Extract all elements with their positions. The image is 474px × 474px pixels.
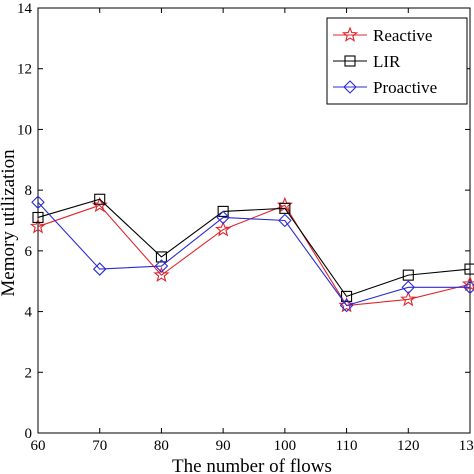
- data-point-lir: [94, 193, 106, 205]
- legend-marker-reactive: [341, 26, 359, 42]
- y-tick-label: 0: [25, 426, 33, 442]
- data-point-reactive: [29, 218, 47, 234]
- x-tick-label: 80: [154, 438, 169, 454]
- legend-marker-lir: [344, 55, 356, 67]
- data-point-lir: [32, 211, 44, 224]
- data-point-reactive: [153, 266, 170, 283]
- legend-label-reactive: Reactive: [373, 26, 432, 45]
- x-tick-label: 60: [31, 438, 46, 454]
- data-point-lir: [341, 290, 353, 302]
- data-point-proactive: [216, 210, 230, 225]
- legend-marker-proactive: [343, 80, 357, 94]
- data-point-reactive: [338, 296, 355, 313]
- data-point-reactive: [215, 221, 232, 237]
- data-point-lir: [217, 205, 229, 217]
- x-tick-label: 100: [274, 438, 297, 454]
- x-tick-label: 130: [459, 438, 474, 454]
- y-tick-label: 6: [25, 244, 33, 260]
- data-point-lir: [402, 269, 414, 281]
- x-tick-label: 110: [336, 438, 358, 454]
- legend-label-proactive: Proactive: [373, 78, 437, 97]
- y-axis-label: Memory utilization: [0, 149, 19, 297]
- data-point-proactive: [401, 280, 416, 295]
- x-tick-label: 70: [92, 438, 107, 454]
- data-point-lir: [155, 251, 167, 263]
- data-point-proactive: [92, 262, 107, 276]
- y-tick-label: 10: [17, 122, 32, 138]
- data-point-proactive: [154, 259, 169, 273]
- data-point-lir: [279, 202, 291, 214]
- legend-label-lir: LIR: [373, 52, 401, 71]
- series-line-proactive: [37, 201, 470, 307]
- data-point-reactive: [400, 290, 417, 307]
- x-tick-label: 120: [397, 438, 420, 454]
- data-point-proactive: [31, 195, 45, 210]
- y-tick-label: 4: [25, 305, 33, 321]
- data-point-lir: [464, 263, 474, 275]
- x-axis-label: The number of flows: [172, 456, 332, 474]
- plot-area: 60 70 80 90 100 110 120 130 0 2 4 6 8 10 12 14 Reactive L…: [17, 1, 474, 454]
- legend: Reactive LIR Proactive: [326, 17, 468, 105]
- y-tick-label: 2: [25, 365, 33, 381]
- y-tick-label: 12: [17, 62, 32, 78]
- x-tick-label: 90: [216, 438, 231, 454]
- y-tick-label: 14: [17, 1, 33, 17]
- data-point-proactive: [278, 213, 292, 228]
- y-tick-label: 8: [25, 183, 33, 199]
- data-point-proactive: [339, 298, 354, 313]
- series-line-lir: [37, 198, 471, 298]
- data-point-proactive: [463, 280, 474, 295]
- series-line-reactive: [37, 204, 471, 307]
